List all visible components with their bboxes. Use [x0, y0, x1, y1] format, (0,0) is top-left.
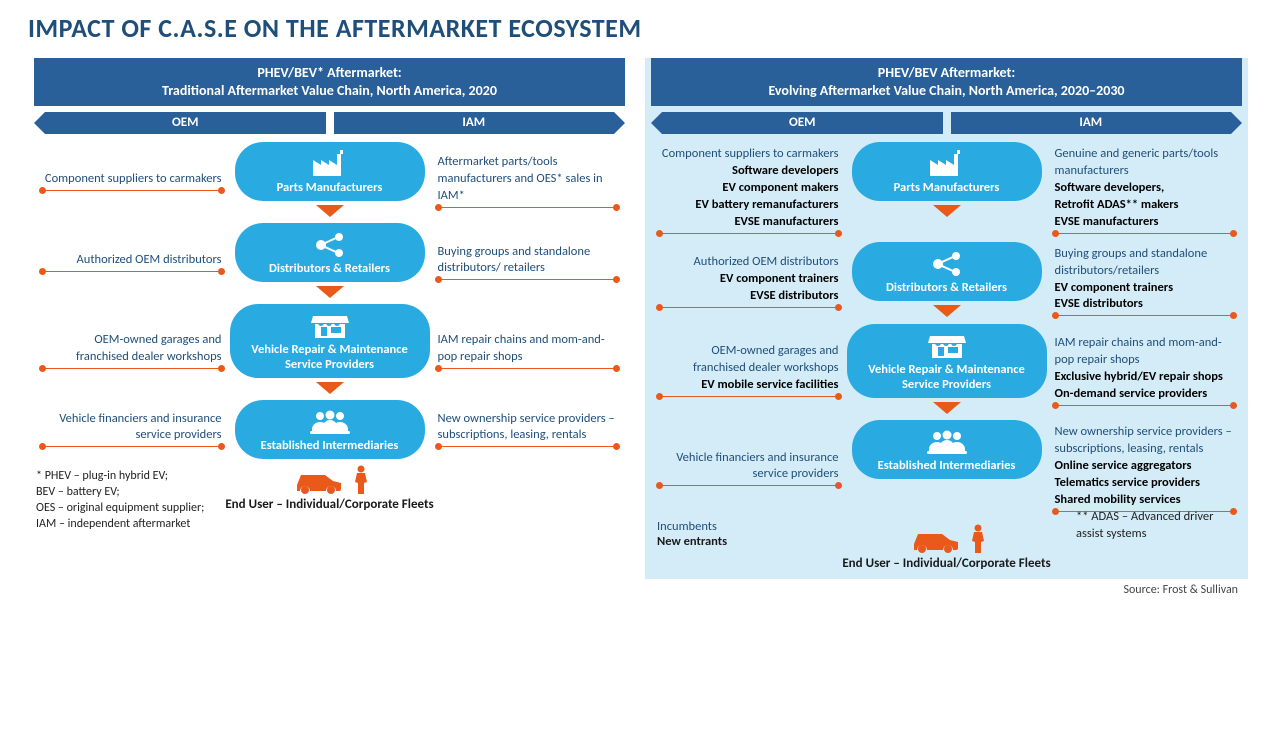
stage-node-0: Parts Manufacturers	[235, 142, 425, 201]
oem-tag: OEM	[662, 112, 943, 134]
share-icon	[313, 231, 347, 259]
source-label: Source: Frost & Sullivan	[28, 583, 1248, 597]
factory-icon	[928, 150, 966, 178]
iam-text-1: Buying groups and standalone distributor…	[1047, 242, 1243, 323]
people-icon	[925, 428, 969, 456]
arrow-down-icon	[316, 286, 344, 298]
stage-node-2: Vehicle Repair & Maintenance Service Pro…	[847, 324, 1047, 398]
arrow-down-icon	[316, 382, 344, 394]
legend-entrants: IncumbentsNew entrants	[657, 519, 727, 549]
panel-header: PHEV/BEV Aftermarket:Evolving Aftermarke…	[651, 58, 1242, 106]
oem-text-1: Authorized OEM distributors	[34, 223, 230, 302]
panels: PHEV/BEV* Aftermarket:Traditional Afterm…	[28, 58, 1248, 579]
arrow-down-icon	[933, 205, 961, 217]
iam-text-2: IAM repair chains and mom-and-pop repair…	[1047, 324, 1243, 418]
oem-text-1: Authorized OEM distributorsEV component …	[651, 242, 847, 323]
oem-text-0: Component suppliers to carmakersSoftware…	[651, 142, 847, 239]
stage-node-0: Parts Manufacturers	[852, 142, 1042, 201]
people-icon	[308, 408, 352, 436]
iam-tag: IAM	[951, 112, 1232, 134]
enduser-label: End User – Individual/Corporate Fleets	[651, 556, 1242, 571]
arrow-down-icon	[316, 205, 344, 217]
panel-traditional: PHEV/BEV* Aftermarket:Traditional Afterm…	[28, 58, 631, 579]
footnote-adas: ** ADAS – Advanced driver assist systems	[1076, 509, 1236, 543]
page-title: IMPACT OF C.A.S.E ON THE AFTERMARKET ECO…	[28, 12, 1248, 44]
oem-tag: OEM	[45, 112, 326, 134]
factory-icon	[311, 150, 349, 178]
iam-text-0: Aftermarket parts/tools manufacturers an…	[430, 142, 626, 221]
stage-node-3: Established Intermediaries	[235, 400, 425, 459]
iam-text-3: New ownership service providers – subscr…	[430, 400, 626, 459]
arrow-down-icon	[933, 305, 961, 317]
stage-node-3: Established Intermediaries	[852, 420, 1042, 479]
oem-text-0: Component suppliers to carmakers	[34, 142, 230, 221]
oem-text-3: Vehicle financiers and insurance service…	[651, 420, 847, 517]
stage-node-1: Distributors & Retailers	[852, 242, 1042, 301]
shop-icon	[311, 312, 349, 340]
stage-node-1: Distributors & Retailers	[235, 223, 425, 282]
arrow-down-icon	[933, 402, 961, 414]
panel-evolving: PHEV/BEV Aftermarket:Evolving Aftermarke…	[645, 58, 1248, 579]
iam-tag: IAM	[334, 112, 615, 134]
iam-text-1: Buying groups and standalone distributor…	[430, 223, 626, 302]
iam-text-2: IAM repair chains and mom-and-pop repair…	[430, 304, 626, 398]
iam-text-0: Genuine and generic parts/tools manufact…	[1047, 142, 1243, 239]
iam-text-3: New ownership service providers – subscr…	[1047, 420, 1243, 517]
oem-text-3: Vehicle financiers and insurance service…	[34, 400, 230, 459]
oem-text-2: OEM-owned garages and franchised dealer …	[34, 304, 230, 398]
panel-header: PHEV/BEV* Aftermarket:Traditional Afterm…	[34, 58, 625, 106]
share-icon	[930, 250, 964, 278]
stage-node-2: Vehicle Repair & Maintenance Service Pro…	[230, 304, 430, 378]
shop-icon	[928, 332, 966, 360]
oem-text-2: OEM-owned garages and franchised dealer …	[651, 324, 847, 418]
footnote-definitions: * PHEV – plug-in hybrid EV;BEV – battery…	[36, 468, 236, 533]
